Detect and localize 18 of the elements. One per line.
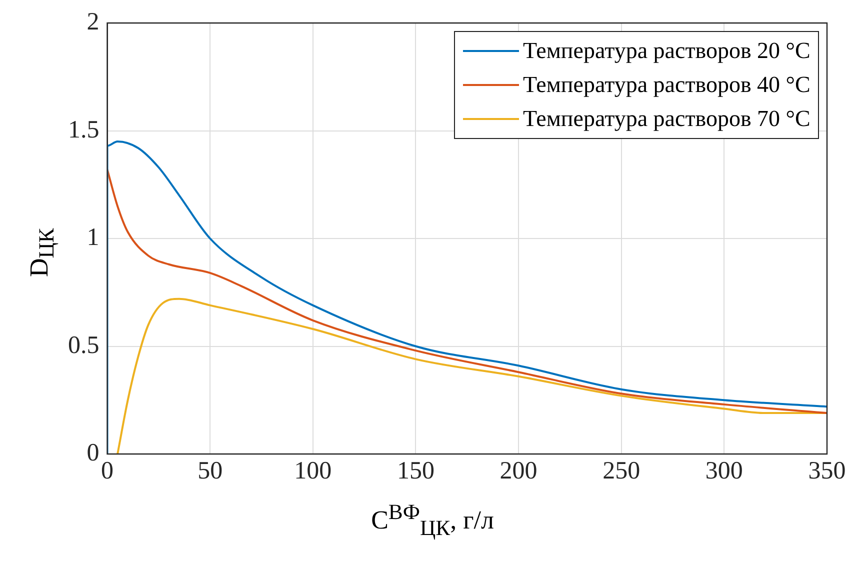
line-series: [107, 168, 827, 414]
y-tick-label: 1: [86, 224, 100, 252]
x-tick-label: 100: [294, 458, 332, 485]
x-tick-label: 300: [705, 458, 743, 485]
x-axis-title: C$^{ВФ}$$_{ЦК}$, г/л: [370, 500, 495, 541]
y-tick-label: 0.5: [68, 332, 100, 359]
legend-label: Температура растворов 20 °C: [523, 38, 810, 64]
y-tick-label: 1.5: [68, 116, 100, 144]
legend-label: Температура растворов 70 °C: [523, 106, 810, 132]
x-tick-label: 250: [602, 458, 640, 485]
legend-label: Температура растворов 40 °C: [523, 72, 810, 98]
x-tick-label: 50: [198, 458, 223, 485]
y-tick-label: 0: [86, 440, 100, 467]
x-tick-label: 350: [808, 458, 846, 485]
line-series: [107, 140, 827, 454]
x-tick-label: 200: [500, 458, 538, 485]
y-tick-label: 2: [86, 8, 100, 36]
x-tick-label: 150: [396, 458, 434, 485]
